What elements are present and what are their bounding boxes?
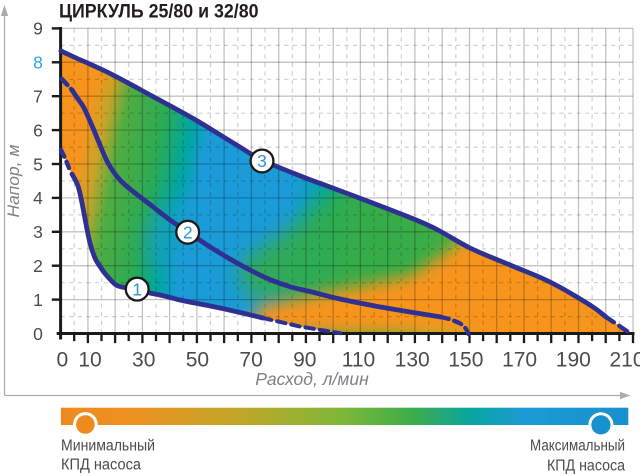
svg-text:8: 8 (33, 53, 43, 73)
svg-text:170: 170 (502, 349, 537, 372)
svg-text:3: 3 (33, 222, 43, 242)
svg-text:1: 1 (33, 290, 43, 310)
svg-text:150: 150 (448, 349, 483, 372)
svg-text:2: 2 (183, 222, 193, 242)
svg-text:3: 3 (257, 151, 267, 171)
svg-text:50: 50 (186, 349, 209, 372)
svg-text:5: 5 (33, 154, 43, 174)
svg-text:Минимальный: Минимальный (61, 438, 155, 455)
svg-text:190: 190 (556, 349, 591, 372)
svg-text:КПД насоса: КПД насоса (547, 458, 625, 475)
svg-text:110: 110 (342, 349, 375, 372)
svg-text:90: 90 (293, 349, 316, 372)
svg-text:6: 6 (33, 120, 43, 140)
svg-text:210: 210 (609, 349, 640, 372)
svg-text:0: 0 (56, 349, 68, 372)
svg-text:30: 30 (132, 349, 155, 372)
svg-text:ЦИРКУЛЬ 25/80 и 32/80: ЦИРКУЛЬ 25/80 и 32/80 (59, 2, 259, 23)
svg-text:9: 9 (33, 19, 43, 39)
svg-text:70: 70 (239, 349, 262, 372)
svg-text:7: 7 (33, 87, 43, 107)
svg-text:130: 130 (395, 349, 430, 372)
svg-text:0: 0 (33, 324, 43, 344)
svg-text:Расход, л/мин: Расход, л/мин (255, 369, 369, 389)
svg-text:Максимальный: Максимальный (530, 438, 625, 455)
svg-text:2: 2 (33, 256, 43, 276)
svg-text:10: 10 (78, 349, 101, 372)
svg-text:КПД насоса: КПД насоса (61, 457, 141, 474)
svg-text:1: 1 (132, 279, 142, 299)
svg-text:Напор, м: Напор, м (4, 144, 23, 217)
svg-text:4: 4 (33, 188, 43, 208)
